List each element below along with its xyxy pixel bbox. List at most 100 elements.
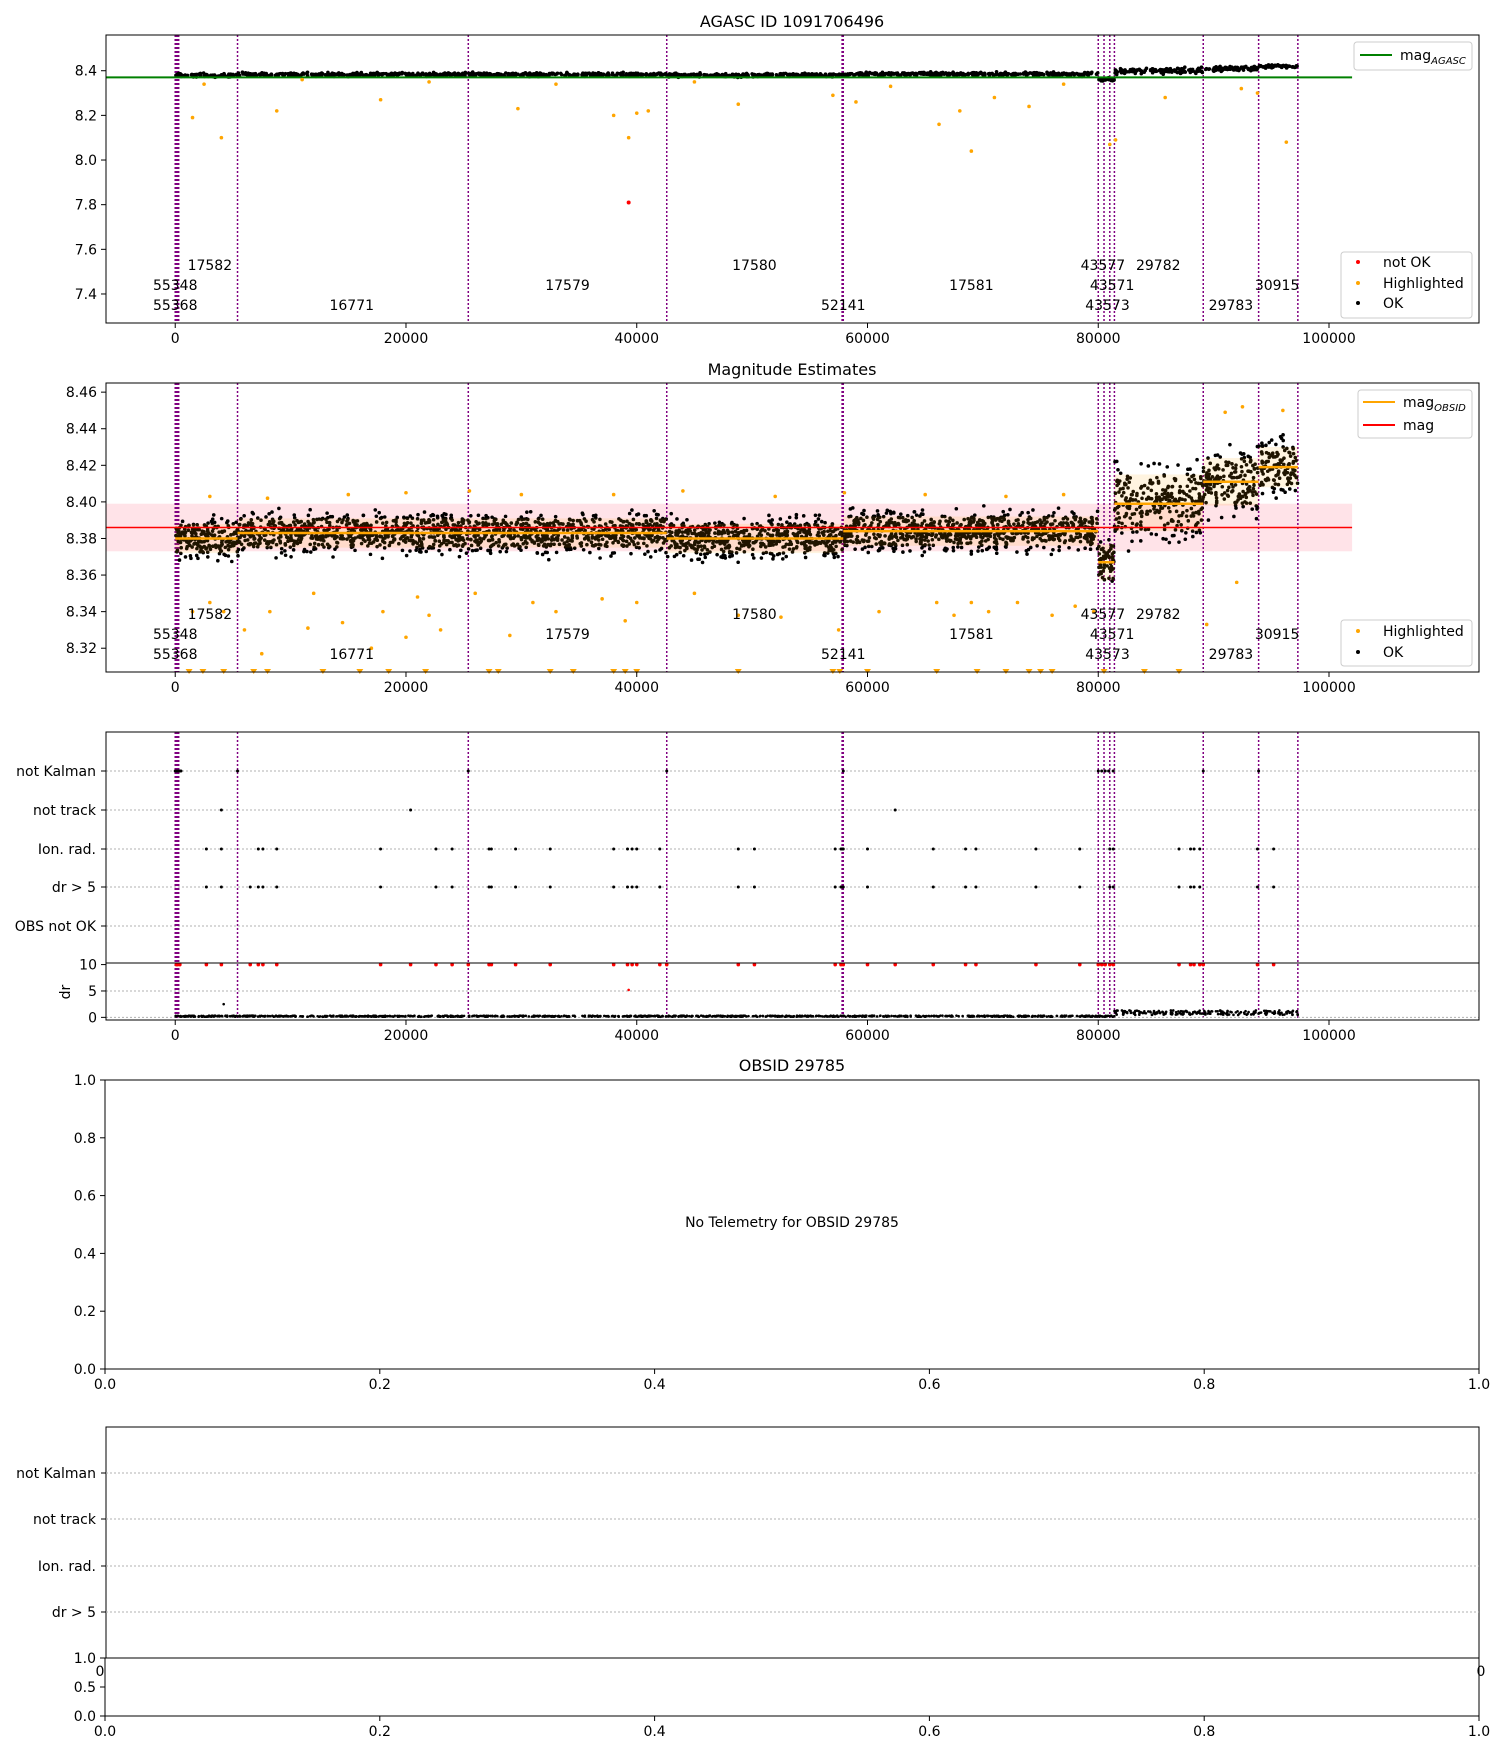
ok-point <box>647 73 652 77</box>
ok-point <box>199 547 203 551</box>
ok-point <box>750 72 755 77</box>
obsid-label: 29782 <box>1136 258 1181 274</box>
ok-point <box>1290 65 1295 69</box>
ok-point <box>1188 67 1193 72</box>
ok-point <box>178 72 183 76</box>
ok-point <box>528 510 533 514</box>
highlighted-point <box>854 100 858 104</box>
highlighted-point <box>831 93 835 98</box>
ok-point <box>972 513 977 517</box>
ok-point <box>223 553 228 558</box>
ok-point <box>1045 70 1049 75</box>
ok-point <box>207 543 211 548</box>
obsid-label: 29783 <box>1209 298 1254 314</box>
ok-point <box>980 548 985 553</box>
highlighted-point <box>300 77 304 82</box>
ok-point <box>801 514 806 518</box>
ok-point <box>1005 73 1010 78</box>
ok-point <box>545 550 550 555</box>
obsid-label: 43577 <box>1081 258 1126 274</box>
ok-point <box>1172 533 1176 538</box>
highlighted-point <box>888 84 893 89</box>
ok-point <box>1196 68 1200 73</box>
ok-point <box>759 556 764 560</box>
ok-point <box>472 72 477 77</box>
ok-point <box>199 532 204 537</box>
ok-point <box>483 72 487 77</box>
ok-point <box>966 71 971 76</box>
ok-point <box>1042 545 1046 550</box>
ok-point <box>311 73 315 77</box>
ok-point <box>945 547 949 551</box>
ok-point <box>382 546 387 550</box>
panel2-title: Magnitude Estimates <box>708 360 877 379</box>
ok-point <box>1152 461 1156 466</box>
ok-point <box>598 556 602 560</box>
ok-point <box>871 71 875 76</box>
ok-point <box>846 72 851 77</box>
ok-point <box>373 508 378 512</box>
ok-point <box>634 513 639 517</box>
ok-point <box>954 506 959 511</box>
ok-point <box>898 73 903 77</box>
ok-point <box>922 550 927 554</box>
ok-point <box>191 530 196 535</box>
ok-point <box>1138 539 1143 543</box>
ok-point <box>1139 461 1143 466</box>
ok-point <box>1154 69 1159 74</box>
ok-point <box>814 72 819 76</box>
ok-point <box>463 70 468 75</box>
ok-point <box>488 73 493 77</box>
ok-point <box>994 551 999 556</box>
ok-point <box>675 517 679 521</box>
ok-point <box>1157 462 1162 466</box>
ok-point <box>1178 71 1183 76</box>
ok-point <box>484 513 488 518</box>
obsid-label: 43571 <box>1090 278 1135 294</box>
ok-point <box>1158 68 1162 73</box>
ok-point <box>503 514 508 519</box>
ok-point <box>1194 71 1198 76</box>
ok-point <box>1258 64 1263 68</box>
ok-point <box>440 552 444 557</box>
ok-point <box>205 550 210 555</box>
ok-point <box>251 511 256 516</box>
ok-point <box>206 529 210 534</box>
ok-point <box>1234 506 1238 510</box>
ok-point <box>1143 68 1147 73</box>
highlighted-point <box>646 109 651 113</box>
ok-point <box>787 515 792 520</box>
ok-point <box>226 547 231 552</box>
ok-point <box>503 71 508 75</box>
ok-point <box>790 72 795 77</box>
ok-point <box>809 72 813 77</box>
ok-point <box>1237 67 1242 71</box>
ok-point <box>717 520 722 525</box>
ok-point <box>727 73 732 78</box>
ok-point <box>723 71 728 76</box>
ok-point <box>1135 68 1140 72</box>
ok-point <box>955 73 959 77</box>
ok-point <box>200 549 205 554</box>
ok-point <box>719 555 723 559</box>
ok-point <box>243 70 248 75</box>
panel1-ytick-label: 7.4 <box>75 287 97 303</box>
ok-point <box>658 548 662 552</box>
ok-point <box>196 543 200 548</box>
ok-point <box>1118 69 1123 73</box>
not-ok-point <box>626 200 631 205</box>
ok-point <box>676 72 681 77</box>
ok-point <box>1183 65 1187 70</box>
ok-point <box>951 545 956 550</box>
ok-point <box>405 73 409 78</box>
ok-point <box>450 540 454 545</box>
ok-point <box>771 554 776 558</box>
ok-point <box>908 73 913 77</box>
highlighted-point <box>611 113 616 118</box>
ok-point <box>1164 537 1168 542</box>
highlighted-point <box>626 135 631 140</box>
ok-point <box>435 514 440 519</box>
ok-point <box>280 71 285 76</box>
ok-point <box>703 73 708 77</box>
